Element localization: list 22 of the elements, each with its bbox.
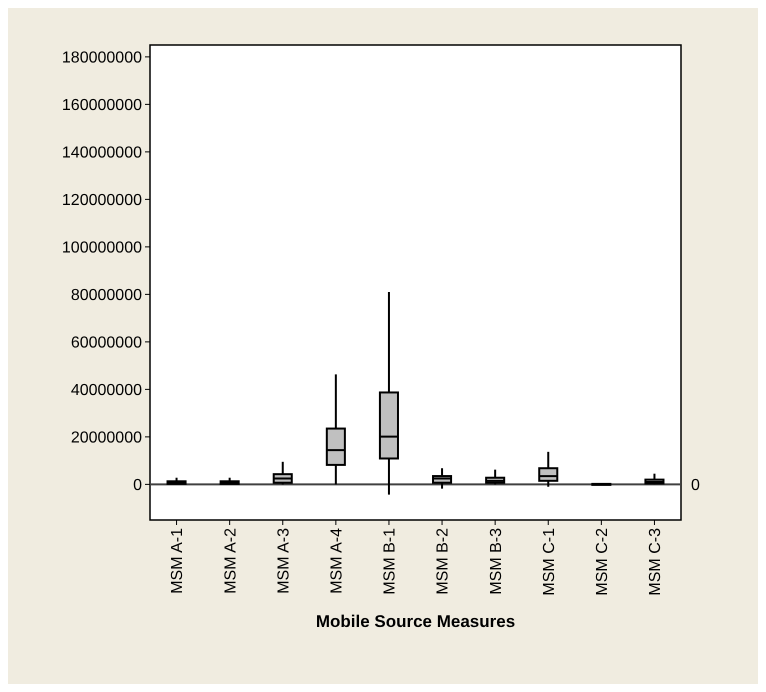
x-tick-label: MSM A-1 — [169, 528, 186, 594]
x-tick-label: MSM B-3 — [488, 528, 505, 595]
y-tick-label: 140000000 — [62, 144, 142, 162]
ref-line-label: 0 — [691, 476, 700, 494]
y-tick-label: 0 — [133, 476, 142, 494]
y-tick-label: 40000000 — [70, 382, 142, 399]
x-tick-label: MSM C-3 — [647, 528, 664, 596]
x-tick-label: MSM B-2 — [434, 528, 452, 595]
x-tick-label: MSM A-4 — [328, 528, 346, 594]
x-tick-label: MSM C-1 — [540, 528, 558, 596]
x-tick-label: MSM A-2 — [222, 528, 240, 594]
y-tick-label: 100000000 — [62, 239, 142, 256]
y-tick-label: 20000000 — [70, 429, 142, 446]
x-axis-title: Mobile Source Measures — [316, 612, 516, 631]
x-tick-label: MSM B-1 — [382, 528, 399, 595]
y-tick-label: 120000000 — [62, 192, 142, 209]
y-tick-label: 160000000 — [62, 96, 142, 114]
x-tick-label: MSM A-3 — [275, 528, 292, 594]
y-tick-label: 60000000 — [70, 334, 142, 352]
x-tick-label: MSM C-2 — [594, 528, 611, 596]
y-tick-label: 180000000 — [62, 49, 142, 66]
y-tick-label: 80000000 — [70, 286, 142, 304]
